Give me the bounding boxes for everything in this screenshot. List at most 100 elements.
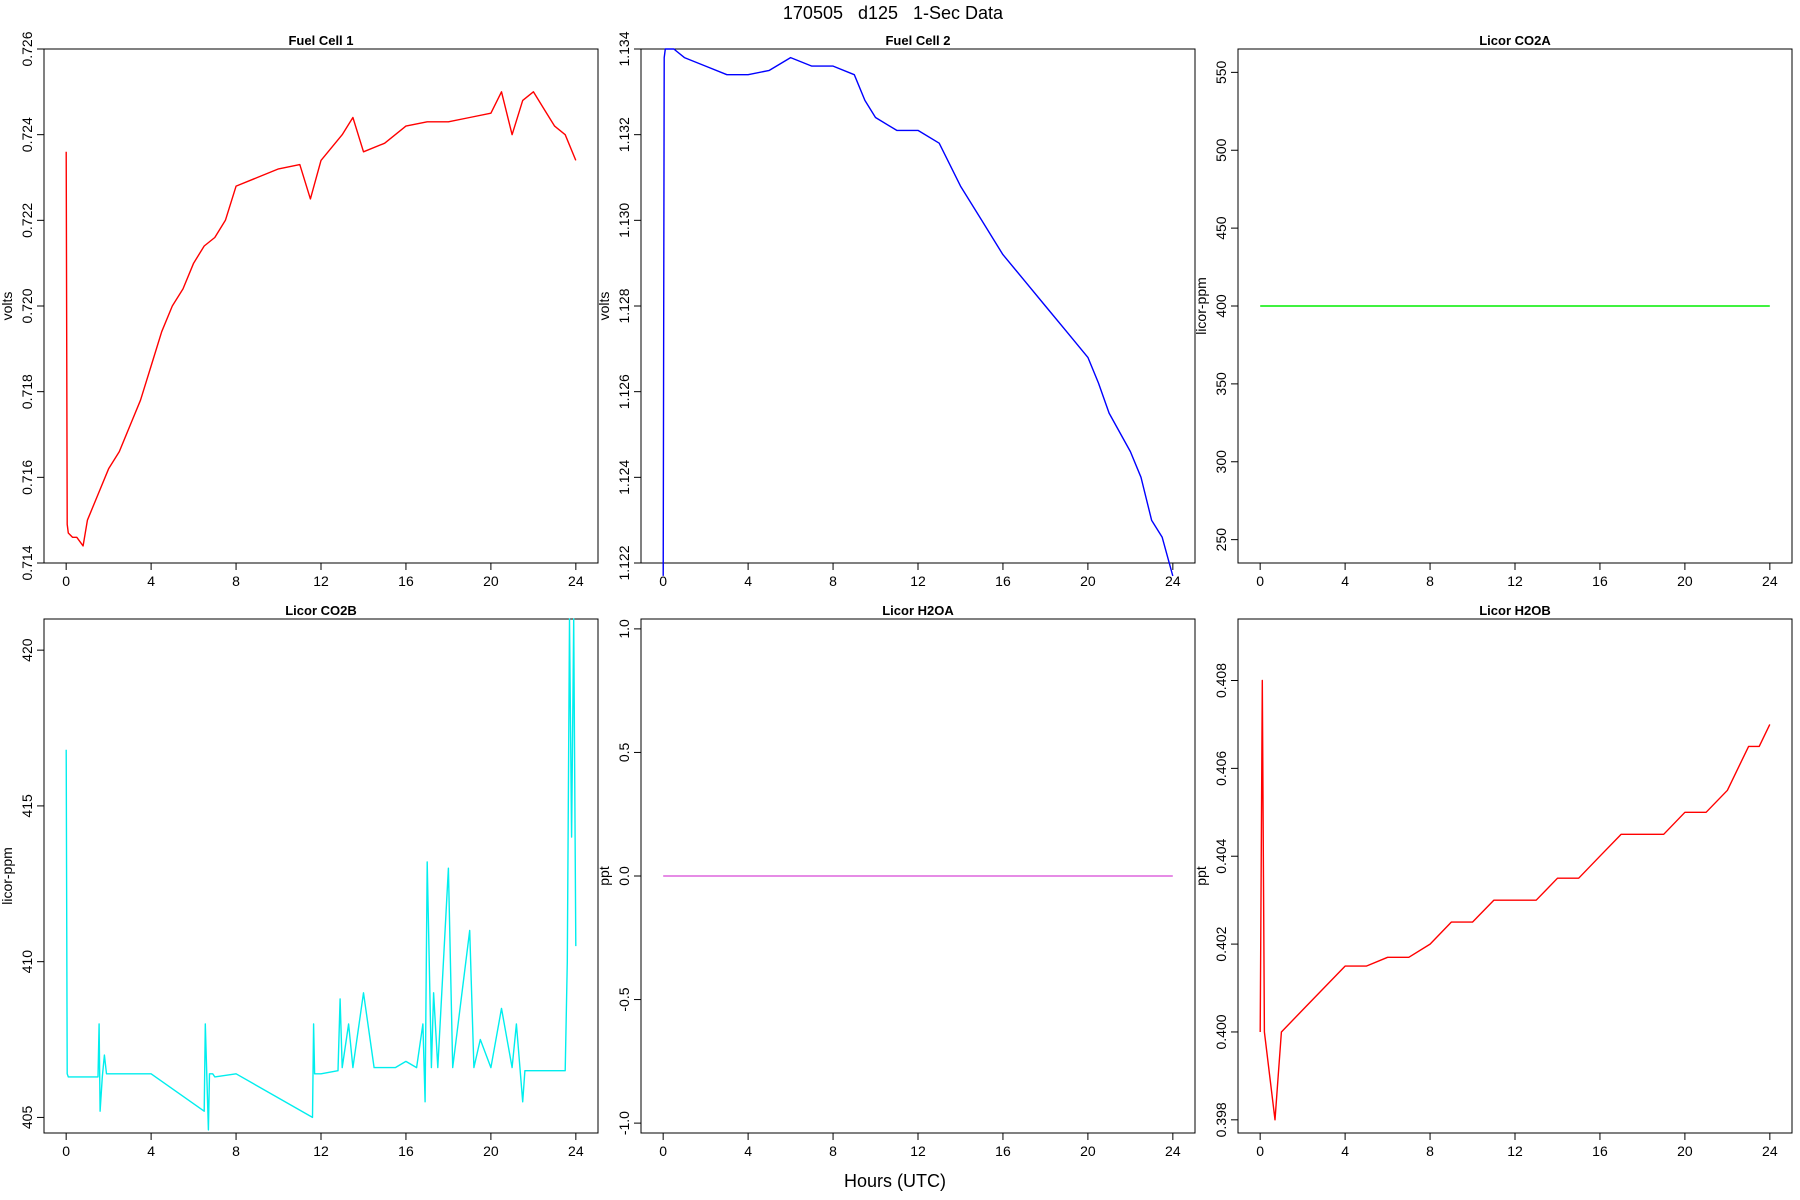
x-tick-label: 24 [1165, 1143, 1181, 1159]
x-tick-label: 20 [1080, 573, 1096, 589]
y-tick-label: 1.134 [616, 31, 632, 66]
y-tick-label: 0.718 [19, 374, 35, 409]
y-tick-label: 250 [1213, 528, 1229, 552]
x-tick-label: 8 [829, 573, 837, 589]
x-tick-label: 0 [1256, 573, 1264, 589]
series-line-licor-h2ob [1259, 679, 1771, 1121]
x-tick-label: 4 [744, 1143, 752, 1159]
x-tick-label: 24 [1762, 1143, 1778, 1159]
x-tick-label: 8 [232, 1143, 240, 1159]
common-x-axis-label: Hours (UTC) [844, 1171, 946, 1191]
panel-fuel-cell-2: Fuel Cell 2 volts 0 4 8 12 16 20 24 1.122 1.124 1.1… [596, 31, 1196, 589]
x-tick-label: 20 [483, 1143, 499, 1159]
y-tick-label: 350 [1213, 372, 1229, 396]
panel-title: Licor CO2A [1479, 33, 1551, 48]
plot-frame [640, 48, 1196, 564]
x-tick-label: 12 [313, 1143, 329, 1159]
chart-panels: Fuel Cell 1 volts 0 4 8 12 16 20 24 0.714 0.716 0.7… [0, 31, 1793, 1159]
x-tick-label: 4 [744, 573, 752, 589]
series-line-fuel-cell-2 [662, 48, 1174, 577]
plot-frame [1237, 618, 1793, 1134]
x-tick-label: 16 [995, 573, 1011, 589]
y-tick-label: 0.402 [1213, 926, 1229, 961]
y-tick-label: 0.726 [19, 31, 35, 66]
x-tick-label: 4 [147, 573, 155, 589]
x-tick-label: 20 [1677, 1143, 1693, 1159]
y-tick-label: 400 [1213, 294, 1229, 318]
y-tick-label: -0.5 [616, 987, 632, 1011]
x-tick-label: 8 [1426, 573, 1434, 589]
x-tick-label: 12 [313, 573, 329, 589]
panel-fuel-cell-1: Fuel Cell 1 volts 0 4 8 12 16 20 24 0.714 0.716 0.7… [0, 31, 599, 589]
y-axis-label: licor-ppm [0, 847, 15, 905]
panel-title: Licor H2OB [1479, 603, 1551, 618]
x-tick-label: 12 [1507, 1143, 1523, 1159]
x-tick-label: 0 [62, 573, 70, 589]
y-tick-label: 0.716 [19, 460, 35, 495]
y-axis-label: volts [596, 292, 612, 321]
panel-title: Licor CO2B [285, 603, 357, 618]
y-tick-label: 0.724 [19, 117, 35, 152]
y-tick-label: 0.722 [19, 203, 35, 238]
y-axis-label: ppt [596, 866, 612, 886]
x-tick-label: 20 [483, 573, 499, 589]
y-tick-label: 410 [19, 950, 35, 974]
x-tick-label: 12 [910, 1143, 926, 1159]
y-tick-label: 1.130 [616, 203, 632, 238]
x-tick-label: 16 [398, 573, 414, 589]
x-tick-label: 8 [232, 573, 240, 589]
x-tick-label: 0 [62, 1143, 70, 1159]
y-tick-label: 0.408 [1213, 663, 1229, 698]
plot-frame [43, 618, 599, 1134]
figure-title: 170505 d125 1-Sec Data [783, 3, 1004, 23]
y-tick-label: 1.128 [616, 288, 632, 323]
y-axis-label: ppt [1193, 866, 1209, 886]
y-tick-label: 550 [1213, 60, 1229, 84]
x-tick-label: 20 [1677, 573, 1693, 589]
y-tick-label: 1.124 [616, 460, 632, 495]
x-tick-label: 0 [1256, 1143, 1264, 1159]
y-axis-label: volts [0, 292, 15, 321]
y-tick-label: 0.0 [616, 866, 632, 886]
panel-licor-co2b: Licor CO2B licor-ppm 0 4 8 12 16 20 24 405 410 415 4… [0, 603, 599, 1159]
x-tick-label: 24 [1762, 573, 1778, 589]
x-tick-label: 16 [1592, 573, 1608, 589]
y-tick-label: 1.132 [616, 117, 632, 152]
y-tick-label: 500 [1213, 138, 1229, 162]
y-tick-label: 0.720 [19, 288, 35, 323]
x-tick-label: 16 [398, 1143, 414, 1159]
x-tick-label: 12 [910, 573, 926, 589]
y-tick-label: 0.5 [616, 743, 632, 763]
x-tick-label: 4 [147, 1143, 155, 1159]
x-tick-label: 4 [1341, 573, 1349, 589]
x-tick-label: 20 [1080, 1143, 1096, 1159]
series-line-fuel-cell-1 [65, 91, 577, 547]
panel-licor-h2ob: Licor H2OB ppt 0 4 8 12 16 20 24 0.398 0.400 0.402 0… [1193, 603, 1793, 1159]
x-tick-label: 24 [568, 573, 584, 589]
y-tick-label: 0.400 [1213, 1014, 1229, 1049]
x-tick-label: 0 [659, 573, 667, 589]
y-tick-label: 1.122 [616, 545, 632, 580]
y-tick-label: 0.398 [1213, 1102, 1229, 1137]
panel-title: Licor H2OA [882, 603, 954, 618]
y-tick-label: 450 [1213, 216, 1229, 240]
panel-title: Fuel Cell 2 [885, 33, 950, 48]
x-tick-label: 0 [659, 1143, 667, 1159]
panel-licor-h2oa: Licor H2OA ppt 0 4 8 12 16 20 24 -1.0 -0.5 0.0 0.5 1.… [596, 603, 1196, 1159]
x-tick-label: 16 [1592, 1143, 1608, 1159]
x-tick-label: 12 [1507, 573, 1523, 589]
y-tick-label: 1.0 [616, 619, 632, 639]
y-tick-label: 415 [19, 794, 35, 818]
y-tick-label: 0.406 [1213, 751, 1229, 786]
x-tick-label: 8 [829, 1143, 837, 1159]
y-tick-label: 405 [19, 1106, 35, 1130]
y-tick-label: -1.0 [616, 1111, 632, 1135]
x-tick-label: 8 [1426, 1143, 1434, 1159]
y-tick-label: 0.404 [1213, 839, 1229, 874]
y-axis-label: licor-ppm [1193, 277, 1209, 335]
x-tick-label: 16 [995, 1143, 1011, 1159]
panel-licor-co2a: Licor CO2A licor-ppm 0 4 8 12 16 20 24 250 300 350 4… [1193, 33, 1793, 589]
x-tick-label: 24 [568, 1143, 584, 1159]
y-tick-label: 420 [19, 638, 35, 662]
